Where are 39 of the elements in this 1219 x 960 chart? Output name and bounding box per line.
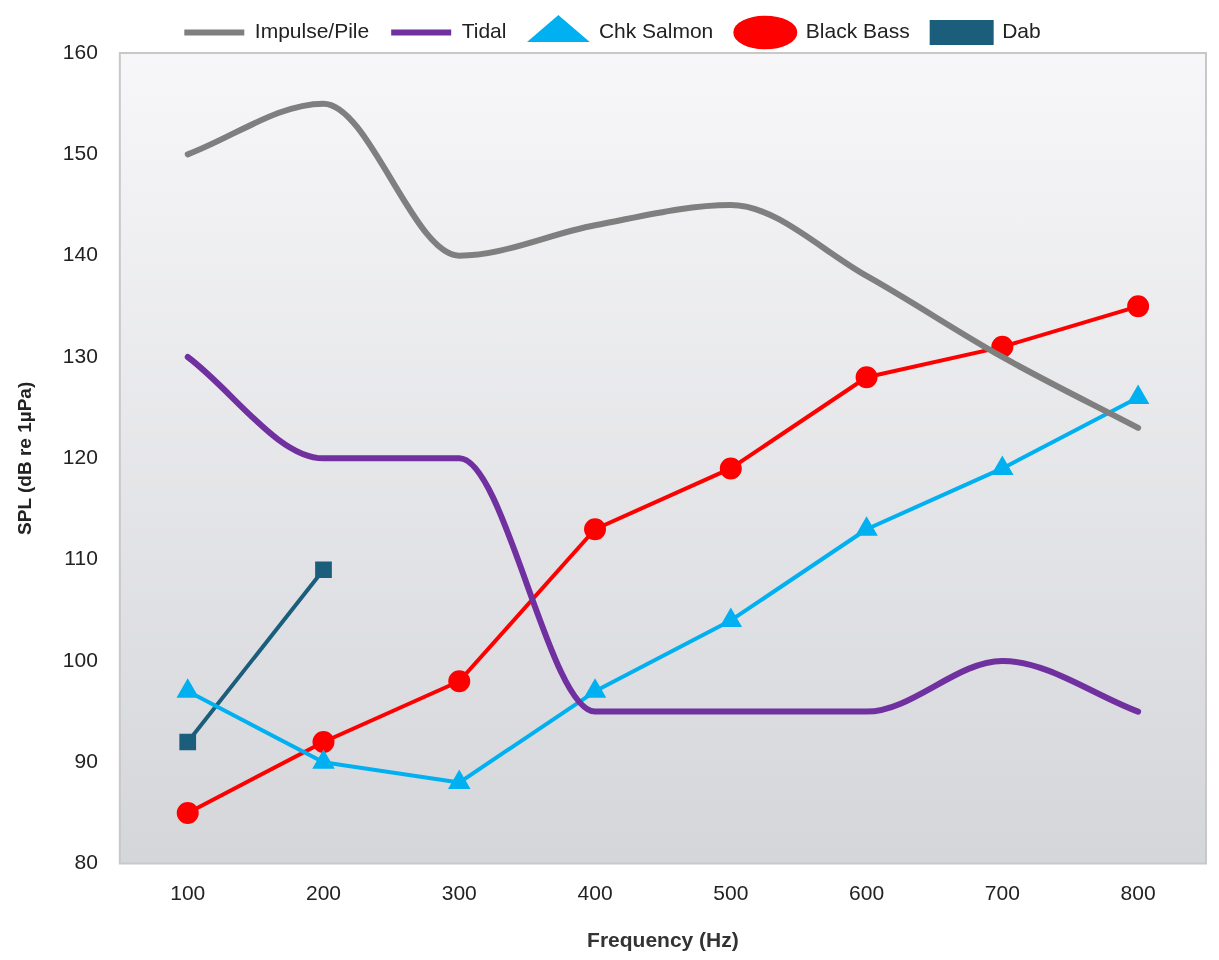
point [855, 366, 878, 389]
x-tick-label: 300 [441, 881, 477, 904]
point [177, 680, 198, 698]
y-tick-label: 120 [62, 445, 98, 469]
x-tick-label: 700 [984, 881, 1020, 904]
y-tick-label: 150 [62, 141, 98, 165]
point [448, 769, 471, 790]
x-tick-label: 800 [1120, 881, 1156, 904]
point [1127, 295, 1150, 318]
point [179, 733, 197, 751]
x-tick-label: 400 [577, 881, 613, 904]
y-tick-label: 90 [74, 749, 98, 773]
x-tick-label: 600 [849, 881, 885, 904]
point [176, 801, 199, 824]
legend-label: Dab [1002, 19, 1041, 43]
legend-label: Chk Salmon [598, 19, 714, 43]
point [856, 518, 877, 536]
point [448, 670, 471, 693]
point [313, 751, 334, 769]
y-tick-label: 140 [62, 242, 98, 266]
y-tick-label: 160 [62, 39, 98, 63]
y-tick-label: 130 [62, 343, 98, 367]
x-tick-label: 200 [305, 881, 342, 904]
legend-label: Black Bass [805, 19, 910, 43]
point [992, 457, 1013, 475]
legend-label: Impulse/Pile [254, 19, 370, 43]
x-tick-label: 100 [170, 881, 206, 904]
y-tick-label: 80 [74, 850, 98, 874]
y-tick-label: 110 [64, 546, 98, 570]
point [721, 609, 741, 627]
point [585, 680, 605, 698]
legend-label: Tidal [461, 19, 507, 43]
y-tick-label: 100 [62, 647, 98, 671]
x-tick-label: 500 [713, 881, 749, 904]
point [719, 457, 742, 480]
point [315, 561, 332, 579]
point [584, 518, 607, 541]
x-axis-title: Frequency (Hz) [587, 928, 739, 952]
y-axis-title: SPL (dB re 1µPa) [13, 381, 35, 535]
